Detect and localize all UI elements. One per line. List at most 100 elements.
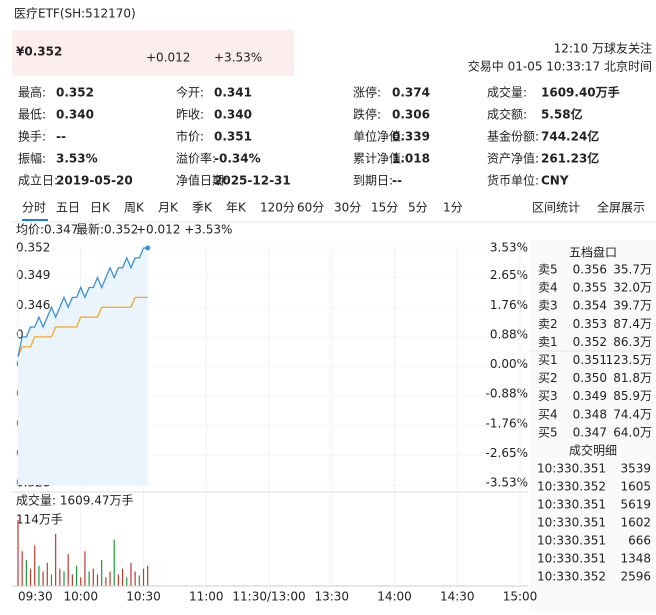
stat-value: 5.58亿 bbox=[541, 107, 583, 122]
stat-label: 最低: bbox=[18, 108, 46, 122]
stat-value: 0.351 bbox=[214, 130, 252, 144]
trade-time: 10:33 bbox=[537, 552, 572, 566]
tab[interactable]: 年K bbox=[226, 201, 247, 215]
stat-label: 到期日: bbox=[353, 174, 393, 188]
ob-price: 0.347 bbox=[573, 425, 607, 439]
stat-label: 市价: bbox=[176, 129, 204, 144]
series-line bbox=[17, 296, 148, 357]
y-tick-label: 0.352 bbox=[16, 241, 50, 255]
stat-value: 744.24亿 bbox=[541, 129, 599, 144]
ob-vol: 64.0万 bbox=[613, 425, 652, 439]
ob-price: 0.353 bbox=[573, 317, 607, 331]
tab[interactable]: 60分 bbox=[297, 201, 324, 215]
ob-side: 卖5 bbox=[538, 263, 558, 277]
trade-time: 10:33 bbox=[537, 516, 572, 530]
y-tick-label: 0.346 bbox=[16, 298, 50, 312]
tab-action[interactable]: 全屏展示 bbox=[597, 200, 645, 215]
y2-tick-label: -1.76% bbox=[486, 416, 528, 430]
tab[interactable]: 周K bbox=[124, 201, 145, 215]
last-point bbox=[145, 245, 151, 251]
stat-value: -0.34% bbox=[214, 152, 261, 166]
ob-side: 买5 bbox=[538, 425, 558, 439]
stat-label: 换手: bbox=[18, 130, 46, 144]
tab[interactable]: 分时 bbox=[22, 201, 46, 215]
tab[interactable]: 月K bbox=[158, 201, 179, 215]
ob-side: 买2 bbox=[538, 371, 558, 385]
stat-value: 0.374 bbox=[392, 86, 430, 100]
x-tick-label: 14:30 bbox=[440, 590, 475, 604]
ob-vol: 32.0万 bbox=[613, 281, 652, 295]
y2-tick-label: 0.88% bbox=[490, 327, 528, 341]
stat-value: 0.306 bbox=[392, 108, 430, 122]
y2-tick-label: 2.65% bbox=[490, 268, 528, 282]
ob-vol: 86.3万 bbox=[613, 335, 652, 349]
stat-label: 货币单位: bbox=[487, 173, 539, 188]
side-panel bbox=[530, 240, 656, 612]
tab[interactable]: 30分 bbox=[334, 201, 361, 215]
tab[interactable]: 5分 bbox=[408, 201, 428, 215]
trade-price: 0.351 bbox=[572, 498, 606, 512]
x-tick-label: 10:30 bbox=[126, 590, 161, 604]
orderbook-title: 五档盘口 bbox=[569, 245, 617, 260]
y2-tick-label: 1.76% bbox=[490, 298, 528, 312]
trade-price: 0.352 bbox=[572, 570, 606, 584]
tab[interactable]: 1分 bbox=[443, 201, 463, 215]
stat-value: 0.341 bbox=[214, 86, 252, 100]
trade-vol: 3539 bbox=[620, 462, 651, 476]
x-tick-label: 11:30/13:00 bbox=[232, 590, 305, 604]
ob-price: 0.348 bbox=[573, 407, 607, 421]
stat-label: 成交量: bbox=[487, 85, 527, 100]
y2-tick-label: -2.65% bbox=[486, 446, 528, 460]
stat-label: 累计净值: bbox=[353, 151, 405, 166]
tab[interactable]: 季K bbox=[192, 201, 213, 215]
stat-value: -- bbox=[56, 130, 66, 144]
stat-label: 最高: bbox=[18, 85, 46, 100]
stat-label: 振幅: bbox=[18, 151, 46, 166]
price: ¥0.352 bbox=[16, 45, 62, 59]
stat-label: 跌停: bbox=[353, 107, 381, 122]
stat-value: -- bbox=[392, 174, 402, 188]
ob-price: 0.351 bbox=[573, 353, 607, 367]
stat-label: 今开: bbox=[176, 85, 204, 100]
trade-price: 0.351 bbox=[572, 534, 606, 548]
ob-side: 买1 bbox=[538, 353, 558, 367]
y2-tick-label: 0.00% bbox=[490, 357, 528, 371]
legend-avg: 均价:0.347 bbox=[16, 223, 78, 237]
ob-price: 0.349 bbox=[573, 389, 607, 403]
stat-label: 昨收: bbox=[176, 108, 204, 122]
tab[interactable]: 五日 bbox=[56, 201, 80, 215]
stat-label: 净值日期: bbox=[176, 173, 228, 188]
stat-value: 0.340 bbox=[214, 108, 252, 122]
stat-value: 261.23亿 bbox=[541, 151, 599, 166]
trade-time: 10:33 bbox=[537, 570, 572, 584]
ob-vol: 35.7万 bbox=[613, 263, 652, 277]
volume-label: 成交量: 1609.47万手 bbox=[16, 493, 133, 508]
trade-price: 0.351 bbox=[572, 516, 606, 530]
ob-vol: 85.9万 bbox=[613, 389, 652, 403]
ob-vol: 123.5万 bbox=[606, 353, 652, 367]
tab[interactable]: 120分 bbox=[260, 201, 295, 215]
x-tick-label: 10:00 bbox=[63, 590, 98, 604]
y2-tick-label: -0.88% bbox=[486, 387, 528, 401]
y-tick-label: 0.349 bbox=[16, 268, 50, 282]
trade-vol: 666 bbox=[628, 534, 651, 548]
stat-label: 成立日: bbox=[18, 173, 58, 188]
x-tick-label: 15:00 bbox=[503, 590, 538, 604]
x-tick-label: 13:30 bbox=[314, 590, 349, 604]
trade-vol: 1602 bbox=[620, 516, 651, 530]
stat-value: 0.340 bbox=[56, 108, 94, 122]
follow: 12:10 万球友关注 bbox=[554, 41, 652, 56]
trade-price: 0.351 bbox=[572, 462, 606, 476]
ob-vol: 39.7万 bbox=[613, 299, 652, 313]
tab-action[interactable]: 区间统计 bbox=[532, 201, 580, 215]
trade-time: 10:33 bbox=[537, 462, 572, 476]
stat-value: 3.53% bbox=[56, 152, 98, 166]
tab[interactable]: 日K bbox=[90, 201, 111, 215]
title: 医疗ETF(SH:512170) bbox=[14, 7, 136, 21]
trade-time: 10:33 bbox=[537, 480, 572, 494]
tab[interactable]: 15分 bbox=[371, 201, 398, 215]
stat-label: 涨停: bbox=[353, 85, 381, 100]
trade-time: 10:33 bbox=[537, 498, 572, 512]
ob-price: 0.355 bbox=[573, 281, 607, 295]
